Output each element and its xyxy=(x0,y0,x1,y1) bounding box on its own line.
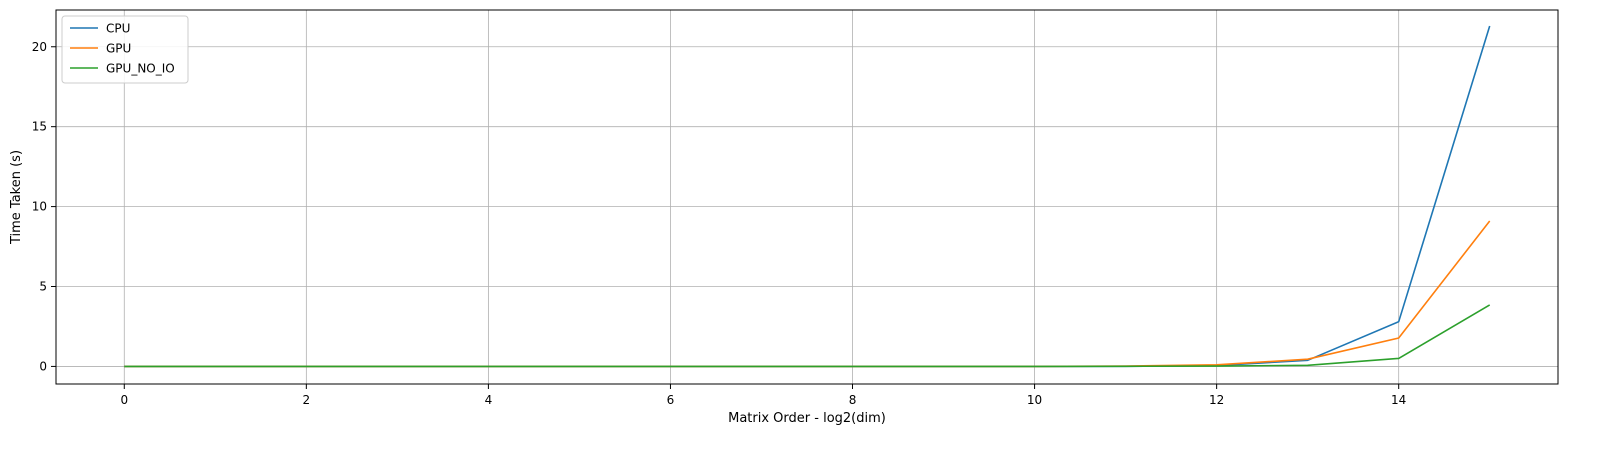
y-tick-label: 0 xyxy=(39,359,47,373)
y-tick-label: 20 xyxy=(32,40,47,54)
y-tick-label: 15 xyxy=(32,120,47,134)
legend-box xyxy=(61,15,189,84)
legend-label: CPU xyxy=(106,22,130,36)
plot-frame xyxy=(55,9,1559,385)
x-tick-label: 12 xyxy=(1209,393,1224,407)
series-line-cpu xyxy=(124,25,1491,368)
x-tick-label: 4 xyxy=(485,393,493,407)
x-tick-label: 14 xyxy=(1391,393,1406,407)
grid xyxy=(56,10,1558,384)
x-axis-label: Matrix Order - log2(dim) xyxy=(728,411,886,426)
legend-label: GPU xyxy=(106,42,131,56)
y-tick-label: 10 xyxy=(32,200,47,214)
series-lines xyxy=(124,25,1491,368)
x-tick-label: 10 xyxy=(1027,393,1042,407)
x-tick-label: 8 xyxy=(849,393,857,407)
y-axis-label: Time Taken (s) xyxy=(9,150,24,245)
legend: CPU GPU GPU_NO_IO xyxy=(61,15,189,84)
series-line-gpu xyxy=(124,220,1491,368)
x-tick-label: 2 xyxy=(303,393,311,407)
series-line-gpu-no-io xyxy=(124,304,1491,368)
y-tick-label: 5 xyxy=(39,280,47,294)
y-axis-ticks: 0 5 10 15 20 xyxy=(32,40,56,373)
x-tick-label: 6 xyxy=(667,393,675,407)
legend-label: GPU_NO_IO xyxy=(106,62,175,76)
x-axis-ticks: 0 2 4 6 8 10 12 14 xyxy=(120,384,1406,407)
x-tick-label: 0 xyxy=(120,393,128,407)
